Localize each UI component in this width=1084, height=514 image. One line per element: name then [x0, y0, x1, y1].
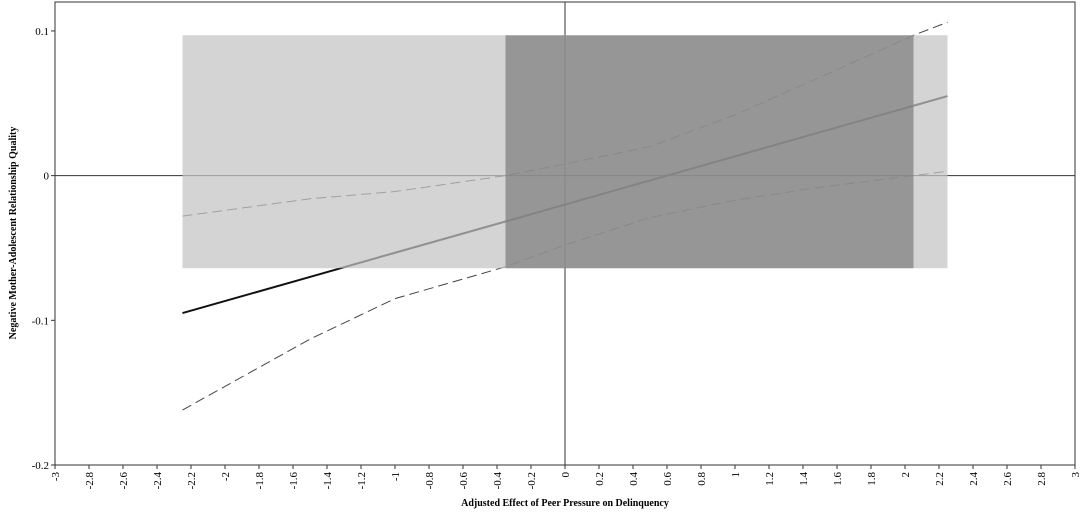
y-tick-label: 0 — [44, 171, 50, 183]
x-tick-label: 0.4 — [628, 472, 640, 486]
x-tick-label: -1.6 — [288, 472, 300, 490]
x-tick-label: -0.2 — [526, 472, 538, 489]
x-tick-label: 1.8 — [866, 472, 878, 486]
x-tick-label: 0.8 — [696, 472, 708, 486]
x-tick-label: -1.8 — [254, 472, 266, 490]
x-tick-label: 1.2 — [764, 472, 776, 486]
x-axis-title: Adjusted Effect of Peer Pressure on Deli… — [461, 498, 669, 509]
x-tick-label: 1.4 — [798, 472, 810, 486]
x-tick-label: -1.4 — [322, 472, 334, 490]
x-tick-label: 2.6 — [1002, 472, 1014, 486]
x-tick-label: 2.2 — [934, 472, 946, 486]
x-tick-label: -2 — [220, 472, 232, 481]
x-tick-label: -2.8 — [84, 472, 96, 490]
x-tick-label: 0.2 — [594, 472, 606, 486]
x-tick-label: -3 — [50, 472, 62, 482]
x-tick-label: -2.2 — [186, 472, 198, 489]
x-tick-label: 1 — [730, 472, 742, 478]
x-tick-label: -0.4 — [492, 472, 504, 490]
y-tick-label: -0.2 — [32, 460, 49, 472]
x-tick-label: 2.4 — [968, 472, 980, 486]
x-tick-label: 1.6 — [832, 472, 844, 486]
x-tick-label: -0.6 — [458, 472, 470, 490]
x-tick-label: 3 — [1070, 472, 1082, 478]
x-tick-label: -0.8 — [424, 472, 436, 490]
x-tick-label: -2.4 — [152, 472, 164, 490]
x-tick-label: 2.8 — [1036, 472, 1048, 486]
x-tick-label: -1.2 — [356, 472, 368, 489]
y-tick-label: -0.1 — [32, 315, 49, 327]
x-tick-label: 2 — [900, 472, 912, 478]
x-tick-label: -1 — [390, 472, 402, 481]
x-tick-label: 0 — [560, 472, 572, 478]
region — [505, 35, 914, 269]
x-tick-label: 0.6 — [662, 472, 674, 486]
y-tick-label: 0.1 — [35, 26, 49, 38]
y-axis-title: Negative Mother-Adolescent Relationship … — [8, 127, 19, 340]
x-tick-label: -2.6 — [118, 472, 130, 490]
